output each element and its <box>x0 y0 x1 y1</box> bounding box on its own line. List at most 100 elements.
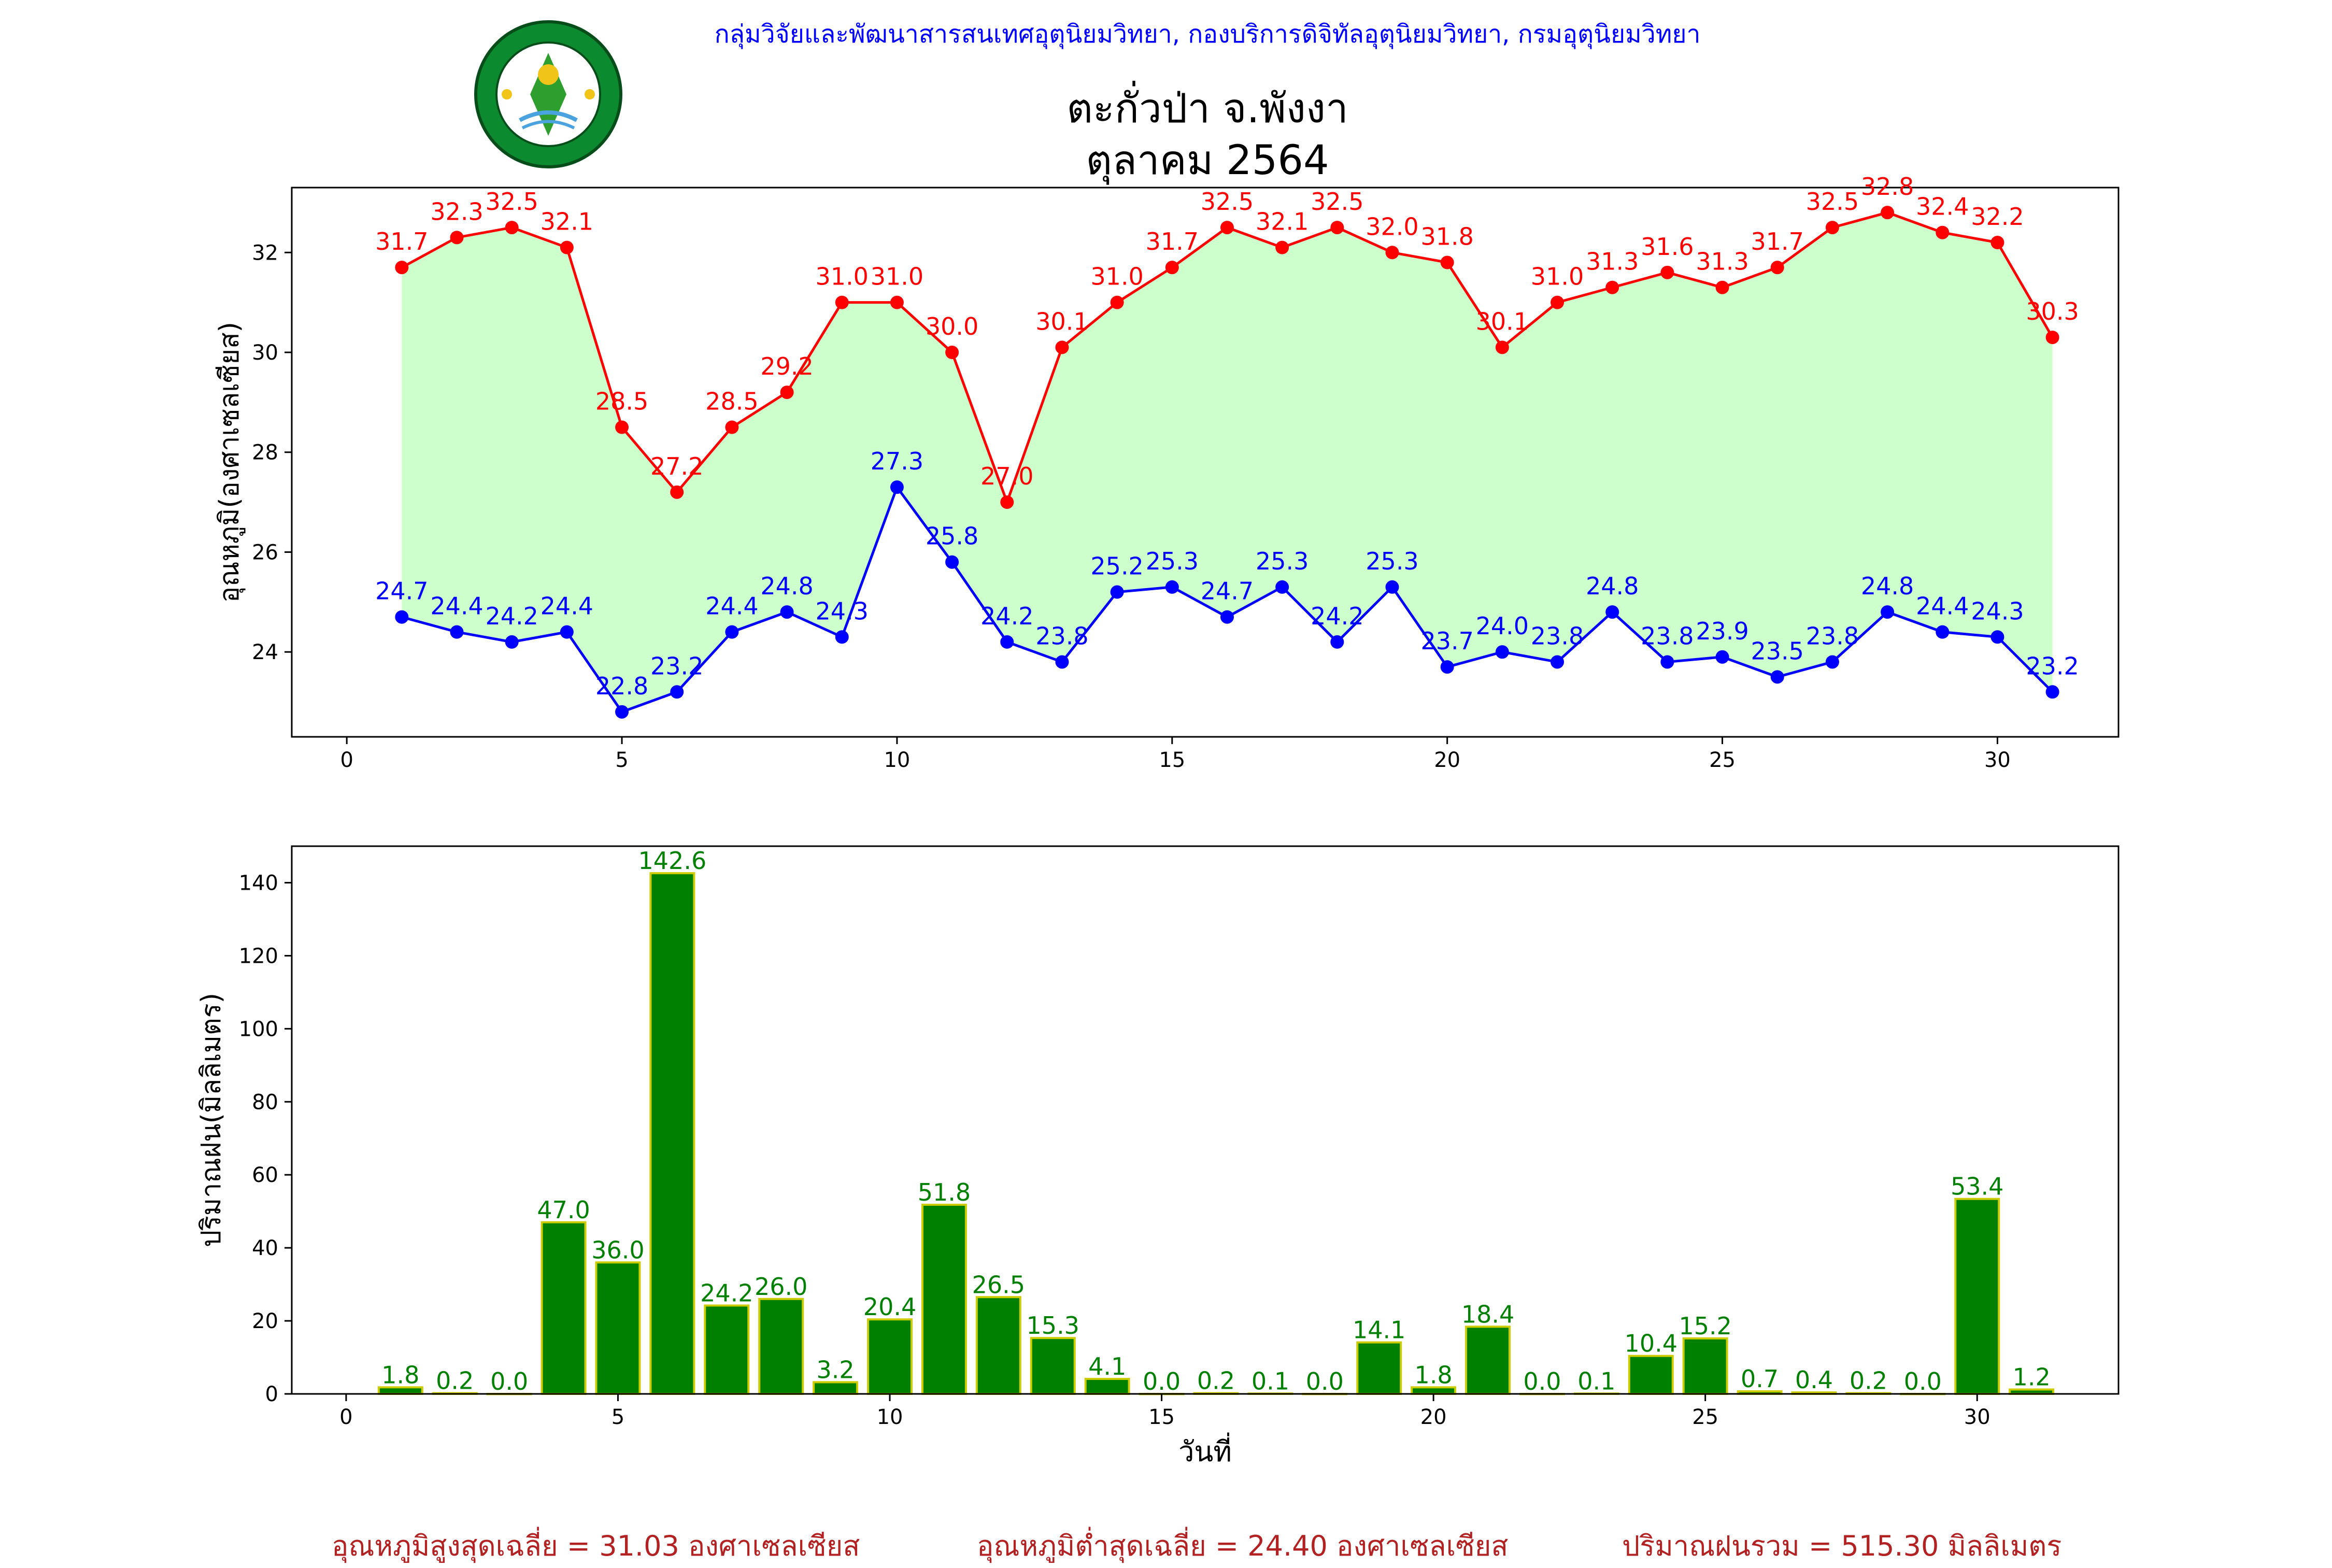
max-temp-data-label: 32.2 <box>1971 203 2024 231</box>
min-temp-data-label: 24.2 <box>1311 602 1363 630</box>
min-temp-data-label: 25.3 <box>1256 547 1309 575</box>
min-temp-data-label: 24.4 <box>541 592 593 620</box>
rain-data-label: 53.4 <box>1951 1173 2003 1201</box>
temp-y-axis-label: อุณหภูมิ(องศาเซลเซียส) <box>214 322 246 603</box>
min-temp-point <box>1825 655 1839 669</box>
rain-bar <box>649 872 695 1395</box>
min-temp-data-label: 25.3 <box>1146 547 1199 575</box>
max-temp-point <box>1770 261 1784 275</box>
rain-y-axis-label: ปริมาณฝน(มิลลิเมตร) <box>196 993 227 1247</box>
rain-data-label: 0.0 <box>490 1367 528 1395</box>
max-temp-data-label: 31.7 <box>1146 227 1199 255</box>
min-temp-data-label: 24.8 <box>760 572 813 600</box>
max-temp-data-label: 31.7 <box>1751 227 1804 255</box>
max-temp-point <box>780 386 794 400</box>
rain-data-label: 20.4 <box>863 1293 916 1321</box>
rain-data-label: 24.2 <box>700 1279 753 1307</box>
temp-y-tick-label: 24 <box>252 640 278 664</box>
rain-data-label: 3.2 <box>817 1356 855 1384</box>
rain-data-label: 0.2 <box>1197 1367 1235 1395</box>
rain-bar <box>541 1221 587 1395</box>
max-temp-point <box>670 485 684 499</box>
min-temp-point <box>1165 580 1179 594</box>
avg-min-temp: อุณหภูมิต่ำสุดเฉลี่ย = 24.40 องศาเซลเซีย… <box>977 1530 1509 1562</box>
rain-bar <box>921 1203 967 1395</box>
min-temp-point <box>835 630 849 644</box>
max-temp-point <box>945 346 959 359</box>
rain-data-label: 0.2 <box>1850 1367 1887 1395</box>
max-temp-point <box>615 420 629 434</box>
min-temp-point <box>1936 625 1950 639</box>
min-temp-data-label: 23.2 <box>2026 652 2079 680</box>
agency-credit: กลุ่มวิจัยและพัฒนาสารสนเทศอุตุนิยมวิทยา,… <box>714 20 1701 49</box>
rain-bar <box>704 1304 750 1395</box>
max-temp-data-label: 32.3 <box>430 197 483 225</box>
temp-x-tick-label: 25 <box>1709 748 1736 772</box>
rain-data-label: 0.2 <box>436 1367 474 1395</box>
min-temp-data-label: 23.8 <box>1641 622 1694 650</box>
max-temp-point <box>1495 340 1509 354</box>
rain-data-label: 15.3 <box>1027 1312 1079 1339</box>
max-temp-data-label: 32.5 <box>1806 188 1859 216</box>
min-temp-data-label: 27.3 <box>871 447 923 475</box>
rain-data-label: 47.0 <box>537 1196 590 1224</box>
max-temp-point <box>505 221 519 235</box>
min-temp-point <box>395 610 409 624</box>
rain-data-label: 26.0 <box>755 1273 807 1301</box>
rain-data-label: 10.4 <box>1625 1330 1677 1358</box>
rain-x-tick-label: 0 <box>339 1405 352 1429</box>
temp-x-tick-label: 15 <box>1159 748 1185 772</box>
min-temp-data-label: 24.4 <box>430 592 483 620</box>
min-temp-point <box>1715 650 1729 664</box>
min-temp-point <box>1385 580 1399 594</box>
min-temp-data-label: 24.3 <box>816 597 869 625</box>
min-temp-data-label: 23.2 <box>650 652 703 680</box>
min-temp-data-label: 24.2 <box>980 602 1033 630</box>
rain-y-tick-label: 120 <box>239 944 278 968</box>
min-temp-point <box>1275 580 1289 594</box>
min-temp-data-label: 24.0 <box>1476 612 1529 640</box>
rain-x-tick-label: 20 <box>1420 1405 1447 1429</box>
rain-data-label: 0.1 <box>1252 1367 1289 1395</box>
max-temp-data-label: 30.1 <box>1035 307 1088 335</box>
min-temp-data-label: 24.4 <box>1916 592 1969 620</box>
min-temp-data-label: 24.8 <box>1586 572 1639 600</box>
temp-x-tick-label: 5 <box>615 748 628 772</box>
rain-y-tick-label: 20 <box>252 1309 278 1333</box>
min-temp-point <box>1055 655 1069 669</box>
min-temp-point <box>505 635 519 649</box>
min-temp-point <box>1881 605 1895 619</box>
max-temp-data-label: 31.3 <box>1586 248 1639 276</box>
rain-y-tick-label: 40 <box>252 1236 278 1260</box>
max-temp-point <box>1881 206 1895 220</box>
temp-range-fill <box>402 212 2053 712</box>
max-temp-point <box>1715 280 1729 294</box>
min-temp-data-label: 24.3 <box>1971 597 2024 625</box>
max-temp-data-label: 28.5 <box>705 388 758 416</box>
rain-bar <box>1356 1341 1402 1395</box>
min-temp-data-label: 24.8 <box>1861 572 1914 600</box>
rain-data-label: 0.0 <box>1143 1367 1181 1395</box>
max-temp-data-label: 31.8 <box>1420 223 1473 251</box>
min-temp-data-label: 23.9 <box>1696 617 1748 645</box>
max-temp-point <box>1275 240 1289 254</box>
max-temp-data-label: 32.1 <box>1256 208 1309 236</box>
max-temp-data-label: 31.0 <box>1090 263 1143 291</box>
max-temp-point <box>1551 295 1565 309</box>
min-temp-data-label: 22.8 <box>595 672 648 700</box>
min-temp-point <box>1330 635 1344 649</box>
max-temp-data-label: 28.5 <box>595 388 648 416</box>
max-temp-point <box>450 231 464 245</box>
max-temp-data-label: 27.0 <box>980 462 1033 490</box>
min-temp-data-label: 24.4 <box>705 592 758 620</box>
rain-data-label: 4.1 <box>1088 1352 1126 1380</box>
max-temp-data-label: 32.5 <box>1201 188 1254 216</box>
min-temp-point <box>450 625 464 639</box>
min-temp-data-label: 25.3 <box>1366 547 1418 575</box>
meteorological-department-logo <box>474 20 622 168</box>
min-temp-point <box>1000 635 1014 649</box>
temp-x-tick-label: 10 <box>884 748 910 772</box>
max-temp-data-label: 27.2 <box>650 452 703 480</box>
station-title: ตะกั่วป่า จ.พังงา <box>1067 85 1348 132</box>
